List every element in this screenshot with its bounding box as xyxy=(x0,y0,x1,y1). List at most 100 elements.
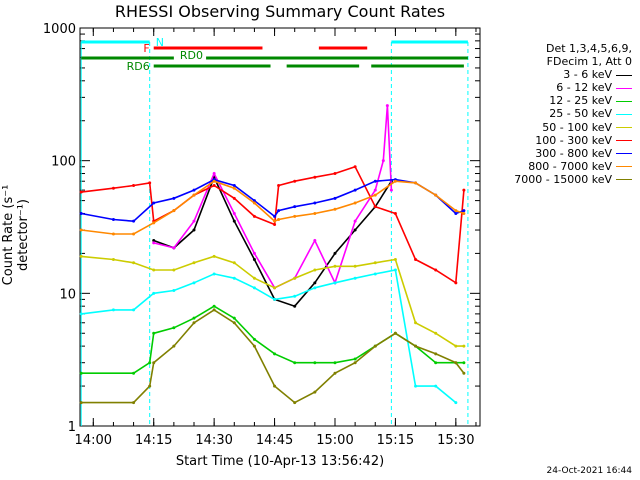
data-point xyxy=(152,331,156,335)
data-point xyxy=(333,361,337,365)
data-point xyxy=(212,172,216,176)
legend-swatch xyxy=(616,74,632,76)
data-point xyxy=(111,308,115,312)
data-point xyxy=(462,361,466,365)
instrument-state-annotations: NF RD0 RD6 xyxy=(80,36,469,426)
data-point xyxy=(252,286,256,290)
data-point xyxy=(273,219,277,223)
data-point xyxy=(152,268,156,272)
data-point xyxy=(333,172,337,176)
data-point xyxy=(252,214,256,218)
legend-item: 100 - 300 keV xyxy=(514,134,632,147)
legend-label: 12 - 25 keV xyxy=(549,94,612,108)
data-point xyxy=(148,181,152,185)
x-tick-label: 15:00 xyxy=(316,433,353,448)
data-point xyxy=(212,254,216,258)
data-point xyxy=(414,257,418,261)
legend-label: 300 - 800 keV xyxy=(535,146,612,160)
data-point xyxy=(462,371,466,375)
legend-item: 12 - 25 keV xyxy=(514,94,632,107)
data-point xyxy=(393,257,397,261)
legend-label: 6 - 12 keV xyxy=(556,81,612,95)
data-point xyxy=(232,183,236,187)
data-point xyxy=(172,344,176,348)
data-point xyxy=(232,261,236,265)
x-axis-label: Start Time (10-Apr-13 13:56:42) xyxy=(175,454,385,469)
data-point xyxy=(385,104,389,108)
data-point xyxy=(152,291,156,295)
data-point xyxy=(252,276,256,280)
series-line xyxy=(81,255,464,347)
data-point xyxy=(333,264,337,268)
data-point xyxy=(434,384,438,388)
data-point xyxy=(132,371,136,375)
x-tick-label: 14:45 xyxy=(256,433,293,448)
data-point xyxy=(132,219,136,223)
data-point xyxy=(148,361,152,365)
data-point xyxy=(232,276,236,280)
data-point xyxy=(462,209,466,213)
data-point xyxy=(462,344,466,348)
legend-header-2: FDecim 1, Att 0 xyxy=(546,55,632,69)
data-point xyxy=(313,201,317,205)
data-point xyxy=(333,207,337,211)
data-point xyxy=(192,316,196,320)
data-point xyxy=(172,268,176,272)
legend-header-1: Det 1,3,4,5,6,9, xyxy=(545,42,632,55)
data-point xyxy=(393,179,397,183)
legend-label: 100 - 300 keV xyxy=(535,133,612,147)
data-point xyxy=(353,264,357,268)
data-point xyxy=(232,186,236,190)
data-point xyxy=(232,316,236,320)
data-point xyxy=(132,232,136,236)
data-point xyxy=(132,261,136,265)
x-tick-label: 14:15 xyxy=(135,433,172,448)
data-point xyxy=(132,401,136,405)
legend-swatch xyxy=(616,140,632,142)
data-point xyxy=(232,211,236,215)
data-point xyxy=(353,361,357,365)
data-point xyxy=(273,384,277,388)
legend-swatch xyxy=(616,153,632,155)
data-point xyxy=(333,371,337,375)
data-point xyxy=(353,228,357,232)
data-point xyxy=(389,188,393,192)
data-point xyxy=(273,223,277,227)
data-point xyxy=(79,211,83,215)
data-point xyxy=(192,261,196,265)
data-point xyxy=(212,272,216,276)
data-point xyxy=(277,218,281,222)
data-point xyxy=(373,188,377,192)
data-point xyxy=(353,165,357,169)
data-point xyxy=(454,211,458,215)
data-point xyxy=(148,384,152,388)
legend-swatch xyxy=(616,166,632,168)
data-point xyxy=(252,199,256,203)
legend-label: 25 - 50 keV xyxy=(549,107,612,121)
series-line xyxy=(153,105,393,289)
data-point xyxy=(212,183,216,187)
legend-item: 300 - 800 keV xyxy=(514,147,632,160)
data-point xyxy=(79,312,83,316)
data-point xyxy=(313,211,317,215)
data-point xyxy=(293,214,297,218)
y-tick-label: 100 xyxy=(51,155,76,170)
legend-item: 3 - 6 keV xyxy=(514,68,632,81)
data-point xyxy=(152,361,156,365)
data-point xyxy=(434,331,438,335)
data-point xyxy=(252,257,256,261)
axis-ticks: 14:00 14:15 14:30 14:45 15:00 15:15 15:30 1 10 10… xyxy=(43,22,480,448)
data-point xyxy=(111,186,115,190)
data-point xyxy=(454,344,458,348)
data-point xyxy=(333,196,337,200)
data-point xyxy=(373,193,377,197)
data-point xyxy=(293,276,297,280)
data-point xyxy=(232,196,236,200)
data-point xyxy=(313,239,317,243)
data-point xyxy=(381,159,385,163)
data-point xyxy=(313,281,317,285)
data-point xyxy=(353,201,357,205)
x-tick-label: 15:30 xyxy=(437,433,474,448)
footer-timestamp: 24-Oct-2021 16:44 xyxy=(546,466,632,476)
data-point xyxy=(313,175,317,179)
